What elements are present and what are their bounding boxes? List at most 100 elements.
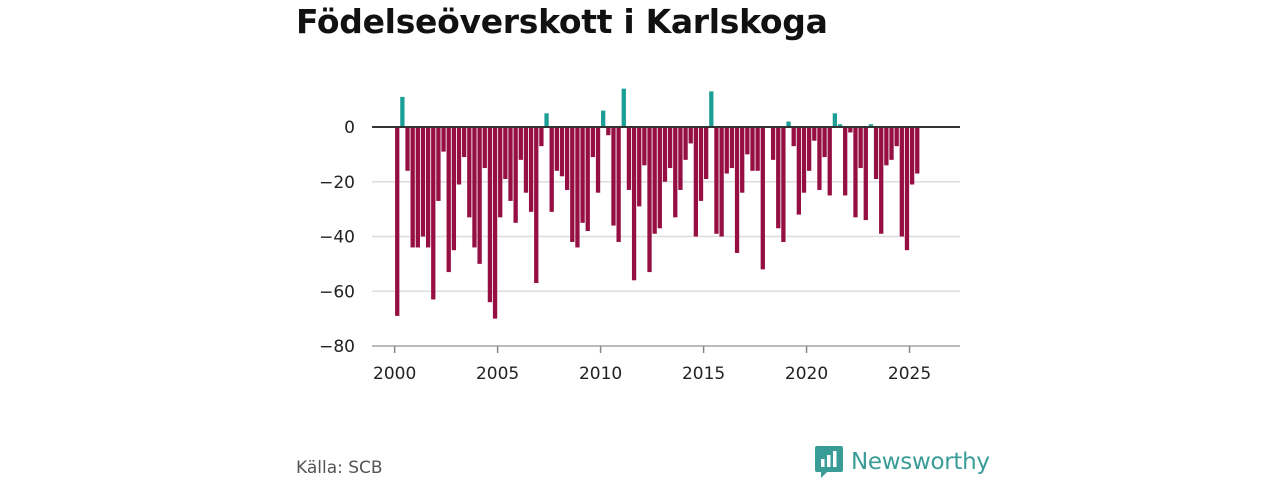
bar	[482, 127, 487, 169]
bar	[812, 127, 817, 141]
bar	[817, 127, 822, 190]
bar	[688, 127, 693, 144]
bar	[673, 127, 678, 218]
bar	[580, 127, 585, 223]
bar	[776, 127, 781, 229]
bar	[848, 127, 853, 133]
x-tick-label: 2025	[888, 364, 931, 384]
bar	[796, 127, 801, 215]
bar	[657, 127, 662, 229]
bar	[714, 127, 719, 234]
bar	[528, 127, 534, 212]
bar	[554, 127, 559, 171]
bar	[606, 127, 611, 136]
source-note: Källa: SCB	[296, 458, 383, 478]
bar	[544, 113, 549, 127]
bar	[915, 127, 920, 174]
bar	[425, 127, 431, 248]
bar	[590, 127, 596, 158]
bar	[843, 127, 848, 196]
bar	[472, 127, 477, 248]
bar	[884, 127, 889, 166]
bar	[760, 127, 765, 270]
bar	[570, 127, 575, 242]
bar	[508, 127, 513, 201]
bar	[523, 127, 529, 193]
bar	[498, 127, 503, 218]
chart-title: Födelseöverskott i Karlskoga	[296, 2, 828, 41]
bar	[451, 127, 457, 251]
bar	[667, 127, 673, 169]
bar	[436, 127, 441, 201]
bar	[410, 127, 415, 248]
bar	[879, 127, 884, 234]
bar	[637, 127, 642, 207]
bar	[806, 127, 812, 171]
bar	[662, 127, 668, 182]
bar-chart-speech-bubble-icon	[815, 446, 843, 478]
bar	[719, 127, 724, 237]
bar	[647, 127, 652, 273]
bar	[740, 127, 745, 193]
bar	[611, 127, 616, 226]
x-tick-label: 2020	[785, 364, 828, 384]
bar	[729, 127, 735, 169]
bar	[559, 127, 565, 177]
bar	[601, 110, 606, 127]
bar	[781, 127, 786, 242]
bar	[400, 96, 405, 127]
x-tick-label: 2015	[682, 364, 725, 384]
bar	[832, 113, 838, 127]
x-axis-ticks: 2000 2005 2010 2015 2020 2025	[373, 346, 931, 384]
bar	[564, 127, 570, 190]
y-tick-label: −20	[319, 173, 355, 193]
bar	[750, 127, 755, 171]
bar	[909, 127, 915, 185]
y-tick-label: 0	[344, 118, 355, 138]
bar	[698, 127, 704, 201]
x-tick-label: 2010	[579, 364, 622, 384]
bar	[683, 127, 688, 160]
y-tick-label: −40	[319, 228, 355, 248]
bar	[575, 127, 580, 248]
bar	[724, 127, 729, 174]
bar	[441, 127, 446, 152]
brand-name: Newsworthy	[851, 449, 990, 475]
bar	[801, 127, 807, 193]
bar	[889, 127, 894, 160]
bar	[621, 88, 626, 127]
bar	[513, 127, 518, 223]
bar	[631, 127, 637, 281]
x-tick-label: 2005	[476, 364, 519, 384]
bar	[415, 127, 420, 248]
bar	[420, 127, 426, 237]
bar	[678, 127, 683, 190]
bar	[709, 91, 714, 127]
bars	[395, 88, 920, 319]
y-tick-label: −60	[319, 282, 355, 302]
bar	[642, 127, 647, 166]
bar	[487, 127, 493, 303]
bar	[858, 127, 863, 169]
bar	[446, 127, 451, 273]
bar	[791, 127, 796, 147]
bar	[585, 127, 590, 232]
bar	[693, 127, 699, 237]
bar	[899, 127, 904, 237]
bar	[827, 127, 832, 196]
x-tick-label: 2000	[373, 364, 416, 384]
bar	[626, 127, 632, 190]
bar	[873, 127, 879, 180]
bar	[503, 127, 508, 180]
bar	[549, 127, 554, 212]
bar	[518, 127, 523, 160]
bar	[467, 127, 472, 218]
bar	[734, 127, 740, 253]
bar	[462, 127, 467, 158]
brand-logo[interactable]: Newsworthy	[815, 446, 990, 478]
bar	[534, 127, 539, 284]
bar	[405, 127, 410, 171]
bar	[431, 127, 436, 300]
bar	[477, 127, 482, 264]
bar	[395, 127, 400, 316]
